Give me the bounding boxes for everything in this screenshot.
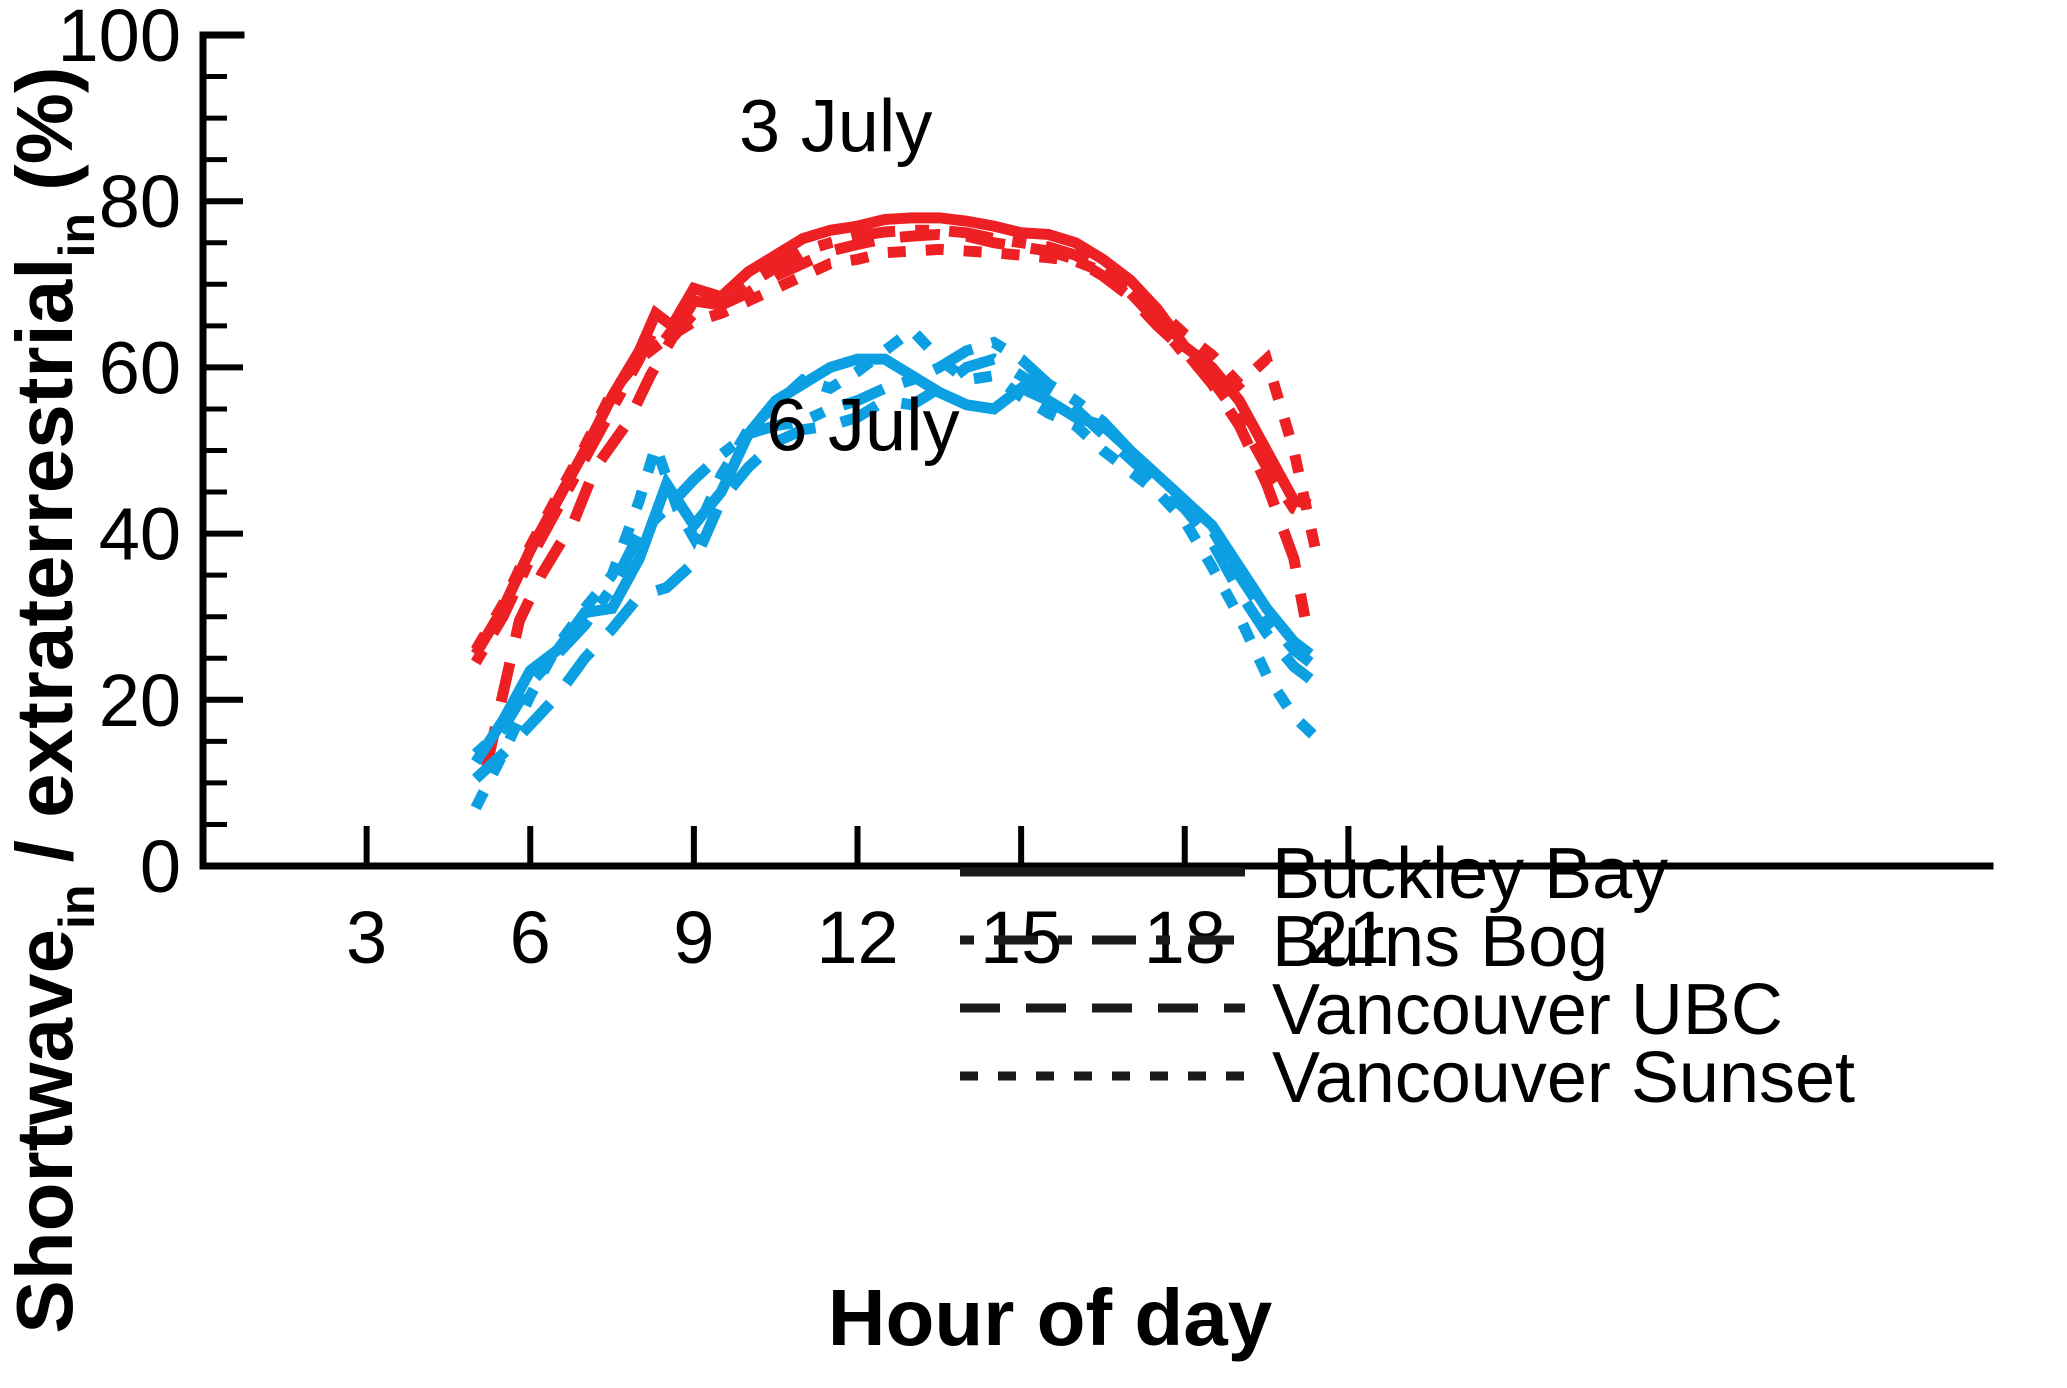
y-title-part2: / extraterrestrial <box>0 258 89 885</box>
series-line-6-july-burns-bog <box>471 336 1314 758</box>
y-title-sub1: in <box>49 885 105 929</box>
series-line-3-july-vancouver-sunset <box>470 243 1322 653</box>
legend-label-buckley-bay: Buckley Bay <box>1272 834 1668 914</box>
x-tick-label: 21 <box>1307 896 1389 979</box>
y-axis-title: Shortwavein / extraterrestrialin (%) <box>0 66 105 1333</box>
y-title-sub2: in <box>49 213 105 257</box>
y-title-part1: Shortwave <box>0 929 89 1334</box>
legend-label-vancouver-sunset: Vancouver Sunset <box>1272 1038 1855 1118</box>
annotation-3-july: 3 July <box>739 84 932 167</box>
y-tick-label: 0 <box>140 825 181 908</box>
x-axis-title: Hour of day <box>828 1273 1273 1362</box>
y-tick-label: 80 <box>99 160 181 243</box>
y-tick-label: 60 <box>99 326 181 409</box>
y-tick-label: 40 <box>99 493 181 576</box>
legend-label-burns-bog: Burns Bog <box>1272 902 1608 982</box>
legend-label-vancouver-ubc: Vancouver UBC <box>1272 970 1783 1050</box>
x-tick-label: 9 <box>673 896 714 979</box>
y-axis-title-group: Shortwavein / extraterrestrialin (%) <box>0 66 105 1333</box>
x-tick-label: 6 <box>510 896 551 979</box>
series-line-3-july-burns-bog <box>470 224 1313 666</box>
data-series-group <box>470 212 1322 811</box>
y-tick-label: 100 <box>58 0 181 77</box>
annotation-6-july: 6 July <box>766 384 959 467</box>
x-tick-label: 12 <box>816 896 898 979</box>
x-tick-label: 3 <box>346 896 387 979</box>
y-title-part3: (%) <box>0 66 89 213</box>
y-tick-label: 20 <box>99 659 181 742</box>
series-line-6-july-vancouver-ubc <box>471 353 1314 783</box>
